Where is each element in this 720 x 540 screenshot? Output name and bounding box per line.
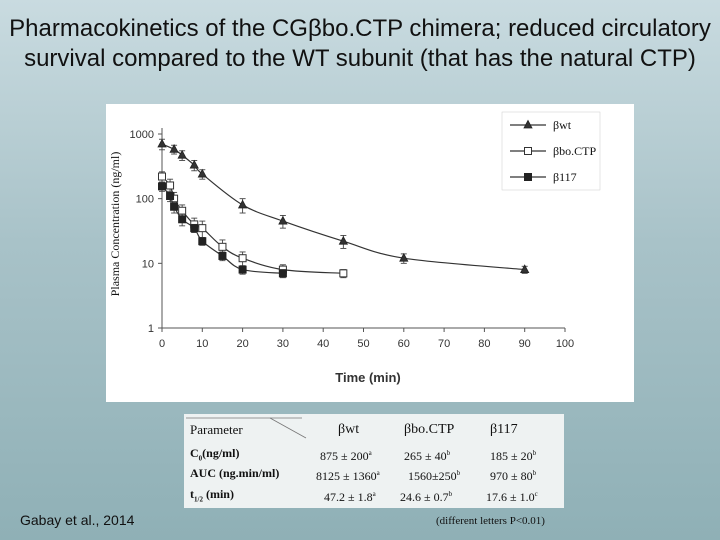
row-t-half-bo: 24.6 ± 0.7b xyxy=(400,490,453,504)
row-c0-wt: 875 ± 200a xyxy=(320,449,372,463)
legend-label: β117 xyxy=(553,170,577,184)
data-point xyxy=(197,168,207,178)
row-auc-b117: 970 ± 80b xyxy=(490,469,537,483)
data-point xyxy=(166,181,175,190)
data-point xyxy=(339,269,348,278)
table-header-divider xyxy=(186,417,307,439)
parameter-table: Parameter βwt βbo.CTP β117 C0(ng/ml) 875… xyxy=(184,414,564,508)
data-point xyxy=(166,191,175,200)
data-point xyxy=(237,199,248,209)
pk-chart: 1 10 100 1000 0 10 20 30 40 50 60 70 80 90 100 Time (… xyxy=(108,111,601,385)
x-tick-label: 80 xyxy=(478,338,490,350)
y-axis-label: Plasma Concentration (ng/ml) xyxy=(108,152,122,297)
x-tick-label: 30 xyxy=(277,338,289,350)
row-t-half-param: t1/2 (min) xyxy=(190,487,234,504)
row-t-half-b117: 17.6 ± 1.0c xyxy=(486,490,538,504)
data-point xyxy=(178,206,187,215)
x-tick-label: 100 xyxy=(556,338,574,350)
series-0 xyxy=(157,138,530,274)
header-parameter: Parameter xyxy=(190,422,243,437)
row-c0-b117: 185 ± 20b xyxy=(490,449,537,463)
series-line xyxy=(161,143,525,271)
data-point xyxy=(190,224,199,233)
data-point xyxy=(238,254,247,263)
row-c0-param: C0(ng/ml) xyxy=(190,446,240,463)
data-point xyxy=(278,269,287,278)
y-tick-label: 10 xyxy=(142,258,154,270)
x-tick-label: 40 xyxy=(317,338,329,350)
legend: βwt βbo.CTP β117 xyxy=(501,111,601,191)
data-point xyxy=(158,182,166,191)
legend-marker xyxy=(524,147,532,155)
data-point xyxy=(158,172,166,181)
data-point xyxy=(338,235,349,245)
row-auc-wt: 8125 ± 1360a xyxy=(316,469,380,483)
x-tick-label: 50 xyxy=(357,338,369,350)
footnote: (different letters P<0.01) xyxy=(436,515,545,527)
x-axis-label: Time (min) xyxy=(335,370,401,385)
citation: Gabay et al., 2014 xyxy=(20,512,135,528)
data-point xyxy=(170,202,179,211)
legend-marker xyxy=(524,173,532,181)
x-tick-label: 90 xyxy=(519,338,531,350)
data-point xyxy=(278,215,288,225)
row-t-half-wt: 47.2 ± 1.8a xyxy=(324,490,376,504)
row-c0-bo: 265 ± 40b xyxy=(404,449,451,463)
data-point xyxy=(399,252,409,262)
series-1 xyxy=(158,171,348,279)
y-tick-label: 100 xyxy=(136,194,154,206)
data-point xyxy=(198,224,207,233)
legend-label: βbo.CTP xyxy=(553,144,596,158)
data-point xyxy=(238,265,247,274)
x-tick-label: 10 xyxy=(196,338,208,350)
legend-label: βwt xyxy=(553,118,572,132)
row-auc-bo: 1560±250b xyxy=(408,469,461,483)
y-tick-label: 1 xyxy=(148,323,154,335)
x-tick-label: 0 xyxy=(159,338,165,350)
data-point xyxy=(189,159,199,169)
data-point xyxy=(177,149,187,159)
x-tick-label: 60 xyxy=(398,338,410,350)
title-line-1: Pharmacokinetics of the CGβbo.CTP chimer… xyxy=(9,15,711,42)
y-tick-label: 1000 xyxy=(130,129,154,141)
legend-marker xyxy=(523,119,533,129)
row-auc-param: AUC (ng.min/ml) xyxy=(190,466,280,480)
slide-title: Pharmacokinetics of the CGβbo.CTP chimer… xyxy=(0,14,720,74)
data-point xyxy=(198,237,207,246)
chart-panel: 1 10 100 1000 0 10 20 30 40 50 60 70 80 90 100 Time (… xyxy=(106,104,634,402)
header-b117: β117 xyxy=(490,422,518,437)
data-point xyxy=(169,143,179,153)
data-point xyxy=(178,215,187,224)
data-point xyxy=(520,264,530,274)
x-tick-label: 20 xyxy=(236,338,248,350)
x-tick-label: 70 xyxy=(438,338,450,350)
series-2 xyxy=(158,181,287,279)
header-bo-ctp: βbo.CTP xyxy=(404,422,455,437)
data-point xyxy=(218,242,227,251)
title-line-2: survival compared to the WT subunit (tha… xyxy=(24,45,696,72)
data-point xyxy=(157,138,167,148)
header-wt: βwt xyxy=(338,422,360,437)
data-point xyxy=(218,251,227,260)
